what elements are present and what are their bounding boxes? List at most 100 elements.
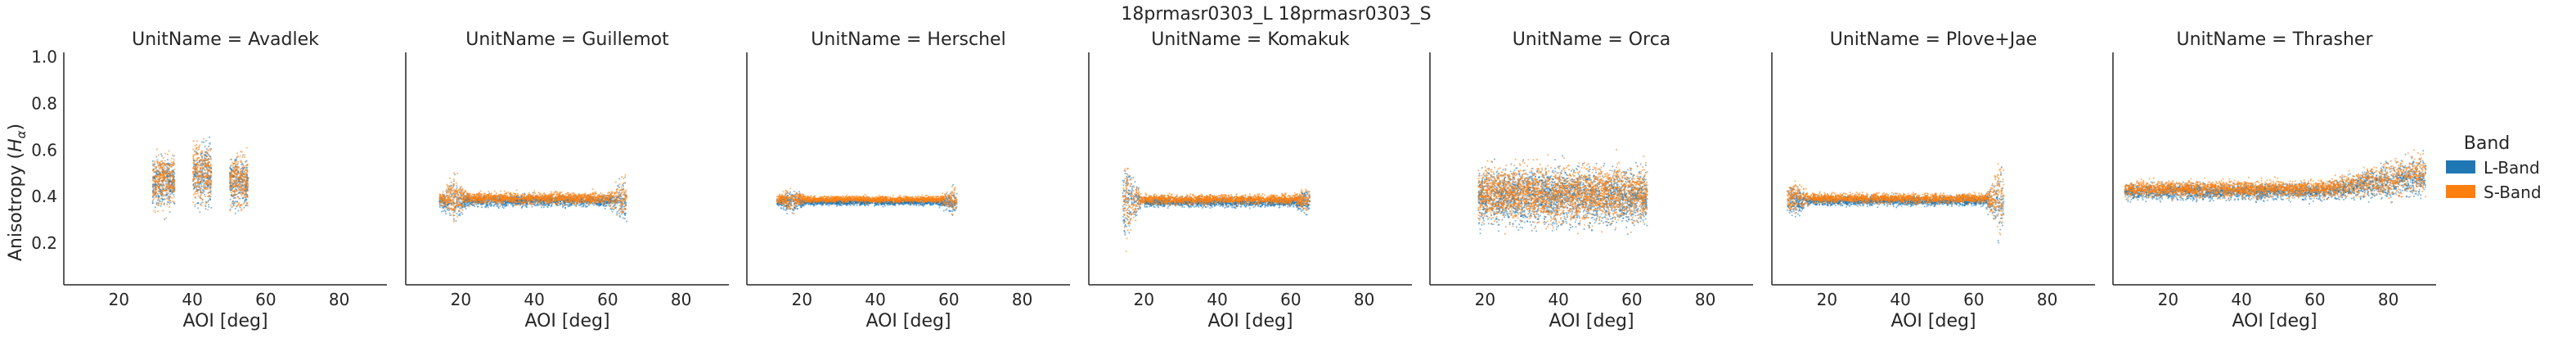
scatter-point-s-band [585,192,587,194]
scatter-point-s-band [245,196,246,198]
scatter-point-s-band [207,176,209,178]
scatter-point-s-band [193,175,195,177]
scatter-point-s-band [528,195,529,196]
scatter-point-l-band [156,174,158,175]
scatter-point-l-band [229,167,231,169]
scatter-point-s-band [463,205,465,207]
scatter-point-l-band [160,205,162,207]
scatter-point-l-band [541,207,542,209]
scatter-point-s-band [153,169,155,171]
scatter-point-s-band [168,192,169,194]
scatter-point-s-band [164,160,166,162]
scatter-point-s-band [238,190,240,192]
scatter-point-s-band [604,196,605,197]
scatter-point-s-band [193,194,195,196]
scatter-point-s-band [447,187,449,188]
scatter-point-s-band [158,186,160,187]
scatter-point-s-band [569,200,570,201]
scatter-point-s-band [624,205,626,207]
scatter-point-l-band [167,204,169,205]
scatter-point-l-band [211,207,213,209]
scatter-point-s-band [542,194,543,196]
scatter-point-s-band [606,197,608,199]
scatter-point-s-band [154,181,155,183]
scatter-point-l-band [459,213,461,214]
scatter-point-s-band [208,201,209,203]
scatter-point-s-band [169,190,170,192]
scatter-point-s-band [616,189,618,191]
scatter-point-s-band [170,176,172,178]
scatter-point-s-band [162,182,164,183]
scatter-point-s-band [235,194,236,196]
scatter-point-s-band [169,203,170,205]
scatter-point-l-band [543,206,545,208]
scatter-point-s-band [610,194,612,196]
scatter-point-s-band [556,204,558,205]
scatter-point-s-band [203,167,205,169]
scatter-point-s-band [590,193,591,195]
scatter-point-s-band [167,177,169,178]
scatter-point-s-band [497,202,498,204]
scatter-point-s-band [164,175,165,177]
scatter-point-s-band [573,194,574,196]
scatter-point-s-band [453,214,455,216]
scatter-point-s-band [528,192,530,194]
scatter-point-s-band [209,189,211,191]
scatter-point-s-band [209,195,210,196]
scatter-point-s-band [616,202,618,204]
scatter-point-s-band [159,187,160,189]
scatter-point-s-band [491,192,492,194]
scatter-point-s-band [488,191,490,192]
scatter-point-s-band [448,202,450,204]
scatter-point-s-band [162,163,164,164]
scatter-point-s-band [173,159,175,160]
scatter-point-l-band [515,204,516,205]
scatter-point-s-band [452,201,453,202]
scatter-point-s-band [161,192,163,193]
scatter-point-l-band [542,204,544,205]
scatter-point-s-band [502,198,504,200]
scatter-point-s-band [156,185,158,187]
scatter-point-s-band [154,162,155,164]
scatter-point-l-band [593,205,595,206]
scatter-point-s-band [524,201,525,202]
scatter-point-l-band [204,194,205,196]
scatter-point-s-band [198,186,200,187]
scatter-point-s-band [452,212,454,214]
scatter-point-s-band [172,155,173,156]
scatter-point-s-band [491,197,492,199]
scatter-point-s-band [621,176,623,178]
scatter-point-s-band [206,164,208,165]
scatter-point-s-band [247,179,249,181]
scatter-point-s-band [483,202,484,204]
scatter-point-s-band [210,172,212,174]
scatter-point-s-band [159,173,160,174]
scatter-point-s-band [462,210,464,211]
scatter-point-s-band [201,205,203,206]
scatter-point-s-band [244,186,245,187]
scatter-point-s-band [153,192,155,193]
scatter-point-s-band [235,182,236,183]
scatter-point-s-band [443,192,444,193]
scatter-point-s-band [157,183,159,184]
scatter-point-l-band [587,206,588,208]
scatter-point-s-band [557,200,559,201]
scatter-point-s-band [519,201,521,203]
scatter-point-s-band [192,171,194,173]
scatter-point-s-band [231,171,232,173]
scatter-point-s-band [245,183,246,185]
scatter-point-s-band [210,183,212,185]
scatter-point-s-band [460,208,461,210]
scatter-point-l-band [585,206,587,208]
scatter-point-s-band [241,180,243,182]
scatter-point-s-band [448,196,450,197]
scatter-point-l-band [494,204,496,205]
scatter-point-l-band [205,154,207,155]
scatter-point-s-band [160,166,162,168]
scatter-point-s-band [496,201,497,202]
scatter-point-s-band [611,200,613,201]
scatter-point-s-band [229,174,231,175]
scatter-point-s-band [236,166,238,168]
y-tick-label: 0.4 [31,187,57,206]
scatter-point-s-band [169,187,171,189]
